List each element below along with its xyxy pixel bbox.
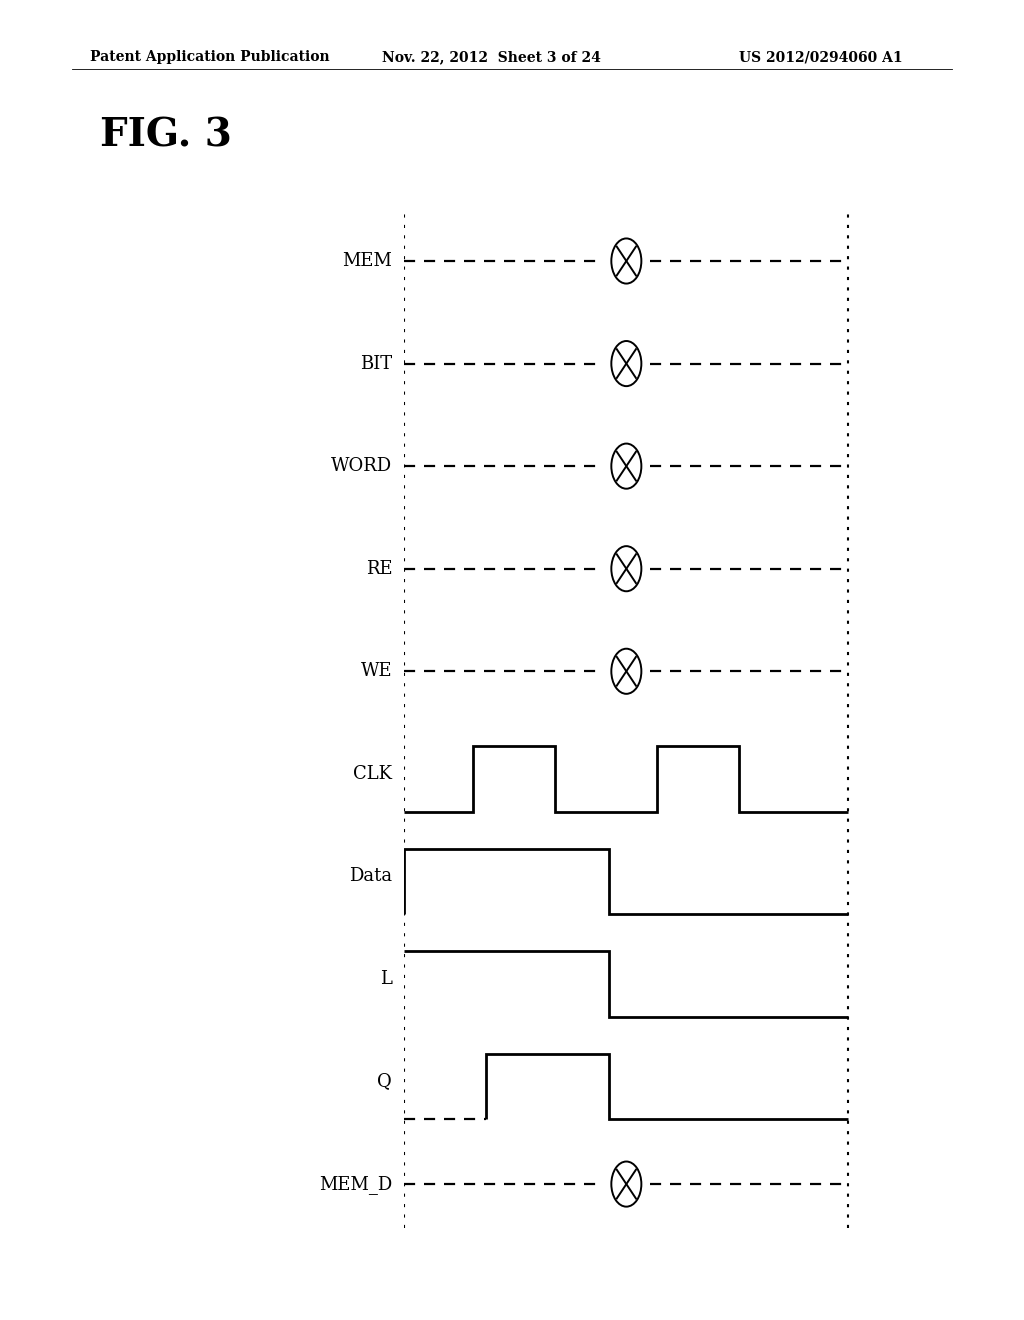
Text: WE: WE — [360, 663, 392, 680]
Text: BIT: BIT — [360, 355, 392, 372]
Text: FIG. 3: FIG. 3 — [100, 116, 232, 154]
Text: Nov. 22, 2012  Sheet 3 of 24: Nov. 22, 2012 Sheet 3 of 24 — [382, 50, 601, 65]
Text: L: L — [380, 970, 392, 987]
Text: Q: Q — [378, 1073, 392, 1090]
Text: MEM_D: MEM_D — [318, 1175, 392, 1193]
Text: CLK: CLK — [353, 764, 392, 783]
Text: MEM: MEM — [342, 252, 392, 271]
Text: RE: RE — [366, 560, 392, 578]
Text: WORD: WORD — [331, 457, 392, 475]
Text: US 2012/0294060 A1: US 2012/0294060 A1 — [739, 50, 903, 65]
Text: Data: Data — [349, 867, 392, 886]
Text: Patent Application Publication: Patent Application Publication — [90, 50, 330, 65]
